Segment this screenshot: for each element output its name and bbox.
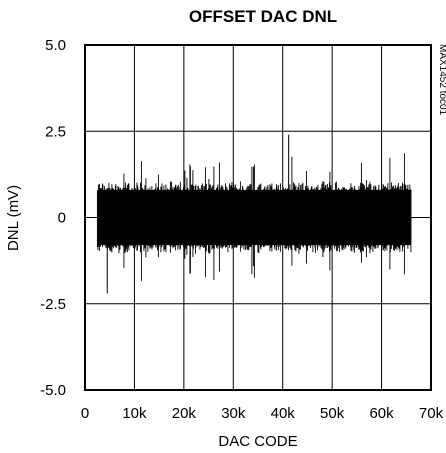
x-tick-label: 30k (221, 405, 246, 422)
y-tick-labels: 5.0 2.5 0 -2.5 -5.0 (40, 37, 66, 399)
x-tick-label: 20k (172, 405, 197, 422)
series-dnl (96, 134, 412, 294)
y-tick-label: 0 (58, 210, 66, 227)
side-note: MAX1452 toc01 (437, 44, 446, 116)
y-tick-label: -2.5 (40, 296, 66, 313)
x-tick-label: 70k (419, 405, 444, 422)
x-tick-label: 0 (81, 405, 89, 422)
y-tick-label: 5.0 (45, 37, 66, 54)
dnl-core-band (97, 189, 412, 246)
x-tick-labels: 0 10k 20k 30k 40k 50k 60k 70k (81, 405, 444, 422)
x-axis-label: DAC CODE (218, 433, 297, 450)
chart-title: OFFSET DAC DNL (189, 7, 337, 26)
x-tick-label: 50k (320, 405, 345, 422)
y-tick-label: 2.5 (45, 123, 66, 140)
y-tick-label: -5.0 (40, 382, 66, 399)
x-tick-label: 60k (369, 405, 394, 422)
y-axis-label: DNL (mV) (5, 185, 22, 251)
x-tick-label: 40k (271, 405, 296, 422)
plot-frame (84, 44, 432, 391)
x-tick-label: 10k (122, 405, 147, 422)
